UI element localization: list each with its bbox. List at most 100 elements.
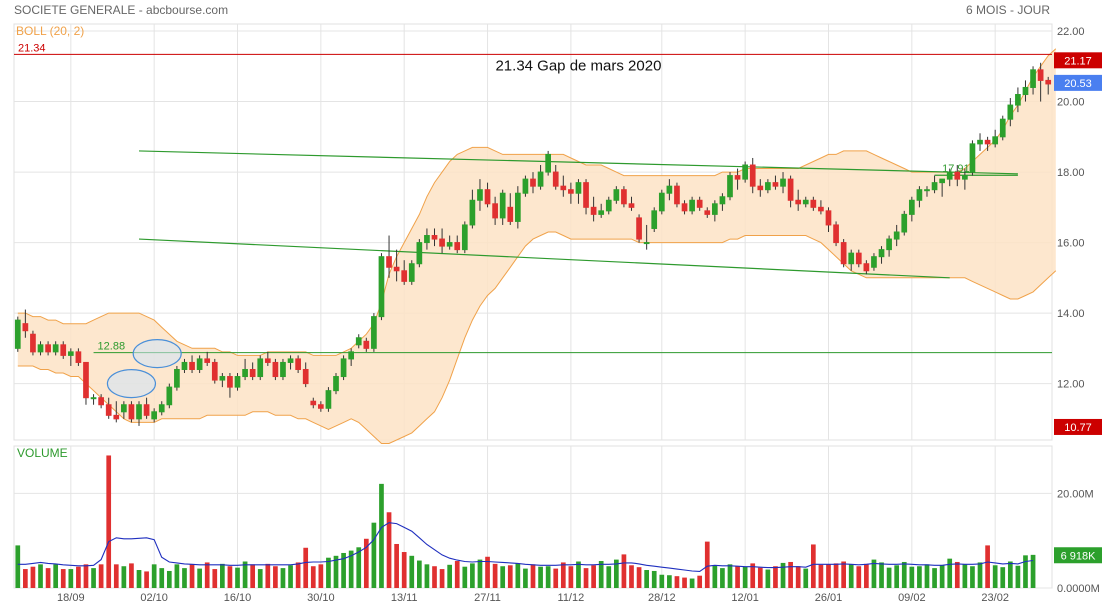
volume-bar[interactable]	[477, 559, 483, 588]
candle[interactable]	[454, 235, 461, 254]
candle[interactable]	[113, 401, 120, 423]
candle[interactable]	[908, 196, 915, 222]
volume-bar[interactable]	[689, 578, 695, 588]
volume-bar[interactable]	[189, 564, 195, 588]
candle[interactable]	[371, 313, 377, 352]
volume-bar[interactable]	[166, 570, 172, 588]
volume-bar[interactable]	[303, 547, 309, 588]
volume-bar[interactable]	[598, 561, 604, 588]
volume-bar[interactable]	[697, 575, 703, 588]
candle[interactable]	[75, 348, 82, 366]
volume-bar[interactable]	[568, 566, 574, 588]
volume-bar[interactable]	[310, 566, 316, 588]
volume-bar[interactable]	[106, 455, 112, 588]
candle[interactable]	[60, 341, 67, 359]
candle[interactable]	[575, 179, 582, 204]
volume-bar[interactable]	[401, 552, 407, 588]
volume-bar[interactable]	[60, 569, 66, 588]
candle[interactable]	[272, 358, 279, 381]
candle[interactable]	[189, 355, 195, 374]
candle[interactable]	[14, 316, 21, 352]
candle[interactable]	[408, 260, 415, 285]
candle[interactable]	[999, 115, 1006, 141]
candle[interactable]	[560, 175, 567, 197]
volume-bar[interactable]	[212, 569, 218, 588]
candle[interactable]	[52, 341, 59, 356]
volume-bar[interactable]	[780, 562, 786, 588]
volume-bar[interactable]	[23, 569, 28, 588]
volume-bar[interactable]	[879, 562, 884, 588]
volume-bar[interactable]	[538, 566, 543, 588]
volume-bar[interactable]	[864, 563, 869, 588]
volume-bar[interactable]	[583, 568, 589, 588]
candle[interactable]	[522, 175, 529, 197]
volume-bar[interactable]	[894, 565, 900, 588]
volume-bar[interactable]	[917, 566, 922, 588]
candle[interactable]	[962, 168, 968, 190]
candle[interactable]	[1037, 62, 1044, 102]
volume-bar[interactable]	[992, 565, 998, 588]
volume-bar[interactable]	[417, 560, 422, 588]
volume-bar[interactable]	[553, 568, 559, 588]
candle[interactable]	[393, 249, 400, 282]
candle[interactable]	[810, 196, 817, 211]
volume-bar[interactable]	[636, 567, 642, 588]
volume-bar[interactable]	[53, 564, 59, 588]
candle[interactable]	[734, 168, 741, 190]
candle[interactable]	[363, 337, 370, 352]
candle[interactable]	[855, 249, 862, 268]
candle[interactable]	[954, 165, 961, 187]
candle[interactable]	[514, 186, 521, 229]
volume-bar[interactable]	[182, 568, 187, 588]
candle[interactable]	[287, 355, 294, 370]
candle[interactable]	[151, 408, 158, 423]
volume-bar[interactable]	[45, 568, 51, 588]
candle[interactable]	[22, 309, 29, 338]
volume-bar[interactable]	[667, 575, 672, 588]
volume-bar[interactable]	[227, 566, 233, 588]
volume-bar[interactable]	[492, 563, 498, 588]
volume-bar[interactable]	[924, 564, 930, 588]
candle[interactable]	[977, 133, 983, 151]
candle[interactable]	[128, 401, 135, 423]
volume-bar[interactable]	[250, 564, 256, 588]
candle[interactable]	[772, 175, 779, 190]
candle[interactable]	[227, 373, 233, 398]
volume-bar[interactable]	[530, 564, 536, 588]
volume-bar[interactable]	[470, 563, 475, 588]
volume-bar[interactable]	[507, 565, 513, 588]
price-pane[interactable]: 21.34 12.88 22.00 20.00 18.00 16.00 14.00 12.0…	[13, 23, 1102, 444]
volume-bar[interactable]	[932, 568, 937, 588]
candle[interactable]	[461, 221, 468, 254]
candle[interactable]	[605, 196, 612, 215]
candle[interactable]	[439, 228, 445, 254]
volume-bar[interactable]	[1000, 567, 1006, 588]
volume-bar[interactable]	[757, 567, 763, 588]
candle[interactable]	[249, 362, 256, 381]
volume-bar[interactable]	[318, 564, 324, 588]
volume-bar[interactable]	[977, 562, 983, 588]
volume-bar[interactable]	[515, 563, 521, 588]
candle[interactable]	[537, 165, 544, 190]
volume-bar[interactable]	[591, 565, 596, 588]
candle[interactable]	[848, 249, 855, 271]
candle[interactable]	[83, 361, 89, 405]
volume-bar[interactable]	[333, 555, 339, 588]
volume-bar[interactable]	[280, 568, 286, 588]
volume-bar[interactable]	[727, 564, 733, 588]
candle[interactable]	[757, 179, 764, 197]
volume-bar[interactable]	[848, 564, 854, 588]
candle[interactable]	[666, 179, 673, 201]
volume-bar[interactable]	[742, 566, 748, 588]
volume-bar[interactable]	[674, 576, 680, 588]
volume-bar[interactable]	[326, 557, 331, 588]
candle[interactable]	[105, 397, 112, 419]
candle[interactable]	[242, 358, 248, 381]
candle[interactable]	[946, 168, 953, 187]
candle[interactable]	[325, 387, 332, 412]
candle[interactable]	[568, 182, 574, 204]
volume-bar[interactable]	[1015, 565, 1021, 588]
volume-bar[interactable]	[613, 559, 619, 588]
candle[interactable]	[916, 186, 923, 208]
volume-bar[interactable]	[15, 545, 21, 588]
